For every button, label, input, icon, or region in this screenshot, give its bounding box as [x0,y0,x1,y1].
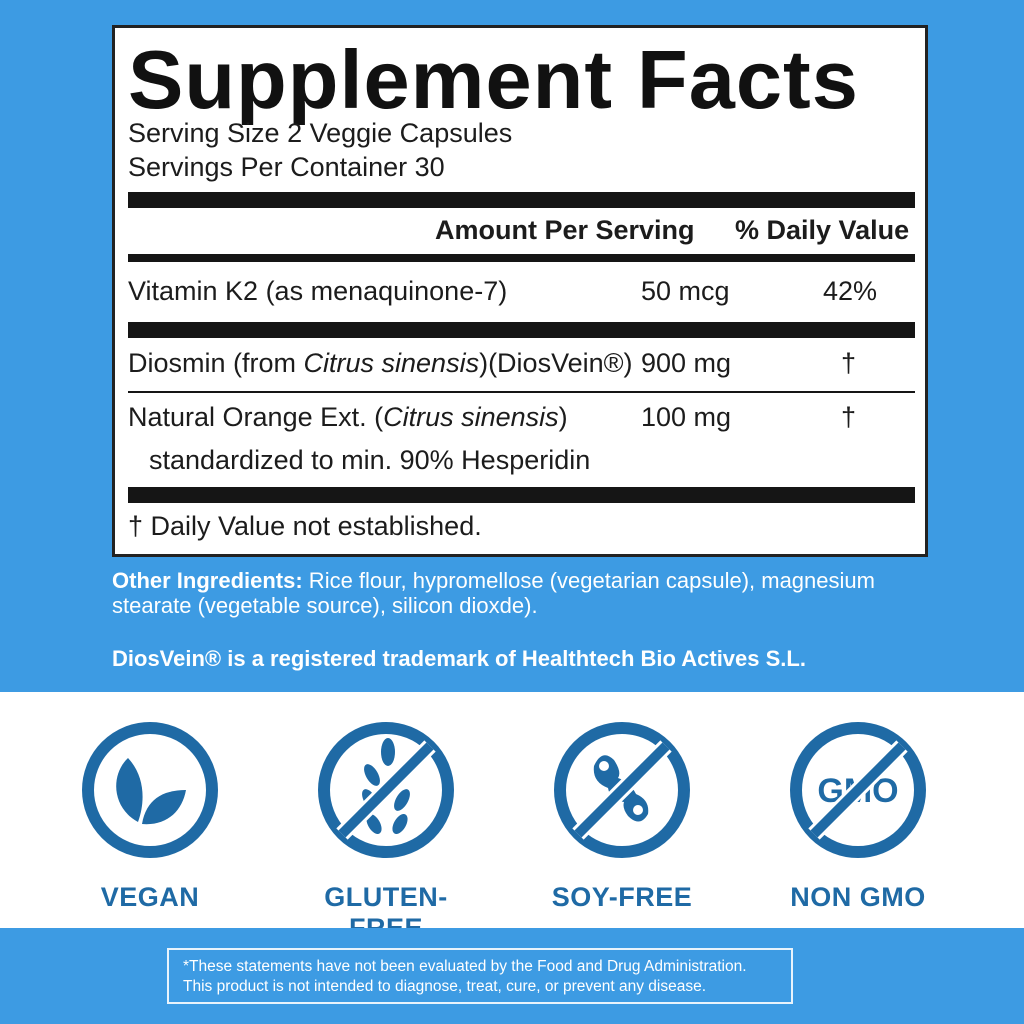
bottom-section [0,928,1024,1024]
row-subtext: standardized to min. 90% Hesperidin [149,445,591,475]
badge-label: VEGAN [100,882,200,912]
row-name: Vitamin K2 (as menaquinone-7) [128,276,508,306]
no-gmo-icon: GMO [790,722,926,858]
name-italic: Citrus sinensis [383,402,559,432]
other-ingredients-text: Rice flour, hypromellose (vegetarian cap… [112,568,875,618]
header-daily-value: % Daily Value [735,215,910,245]
facts-title: Supplement Facts [128,33,859,126]
badge-label: SOY-FREE [551,882,693,912]
name-text: Diosmin (from [128,348,304,378]
row-amount: 900 mg [641,348,732,378]
row-dv: 42% [823,276,878,306]
disclaimer-line: *These statements have not been evaluate… [183,958,747,975]
top-section: Supplement Facts Serving Size 2 Veggie C… [0,0,1024,692]
leaf-icon [82,722,218,858]
serving-size: Serving Size 2 Veggie Capsules [128,118,513,148]
badge-gluten-free: GLUTEN-FREE [306,720,466,944]
name-text: ) [558,402,568,432]
badge-non-gmo: GMO NON GMO [778,720,938,913]
trademark-note: DiosVein® is a registered trademark of H… [112,646,806,671]
badge-label: NON GMO [790,882,926,912]
supplement-facts-panel: Supplement Facts Serving Size 2 Veggie C… [112,25,928,557]
row-name: Diosmin (from Citrus sinensis)(DiosVein®… [128,348,633,379]
name-text: Natural Orange Ext. ( [128,402,384,432]
badge-vegan: VEGAN [70,720,230,913]
disclaimer-line: This product is not intended to diagnose… [183,978,707,995]
row-name: Natural Orange Ext. (Citrus sinensis) [128,402,568,433]
row-dv: † [841,402,857,432]
header-amount: Amount Per Serving [435,215,695,245]
divider-medium [128,254,915,262]
badge-soy-free: SOY-FREE [542,720,702,913]
no-wheat-icon [318,722,454,858]
divider-thick [128,192,915,208]
name-text: )(DiosVein®) [479,348,633,378]
row-dv: † [841,348,857,378]
name-italic: Citrus sinensis [303,348,480,378]
no-soy-icon [554,722,690,858]
footnote: † Daily Value not established. [128,511,482,541]
divider-thick [128,487,915,503]
divider-thick [128,322,915,338]
fda-disclaimer: *These statements have not been evaluate… [167,948,793,1004]
other-ingredients: Other Ingredients: Rice flour, hypromell… [112,568,932,618]
other-ingredients-label: Other Ingredients: [112,568,303,593]
row-amount: 50 mcg [641,276,730,306]
row-amount: 100 mg [641,402,732,432]
divider-thin [128,391,915,393]
servings-per-container: Servings Per Container 30 [128,152,445,182]
